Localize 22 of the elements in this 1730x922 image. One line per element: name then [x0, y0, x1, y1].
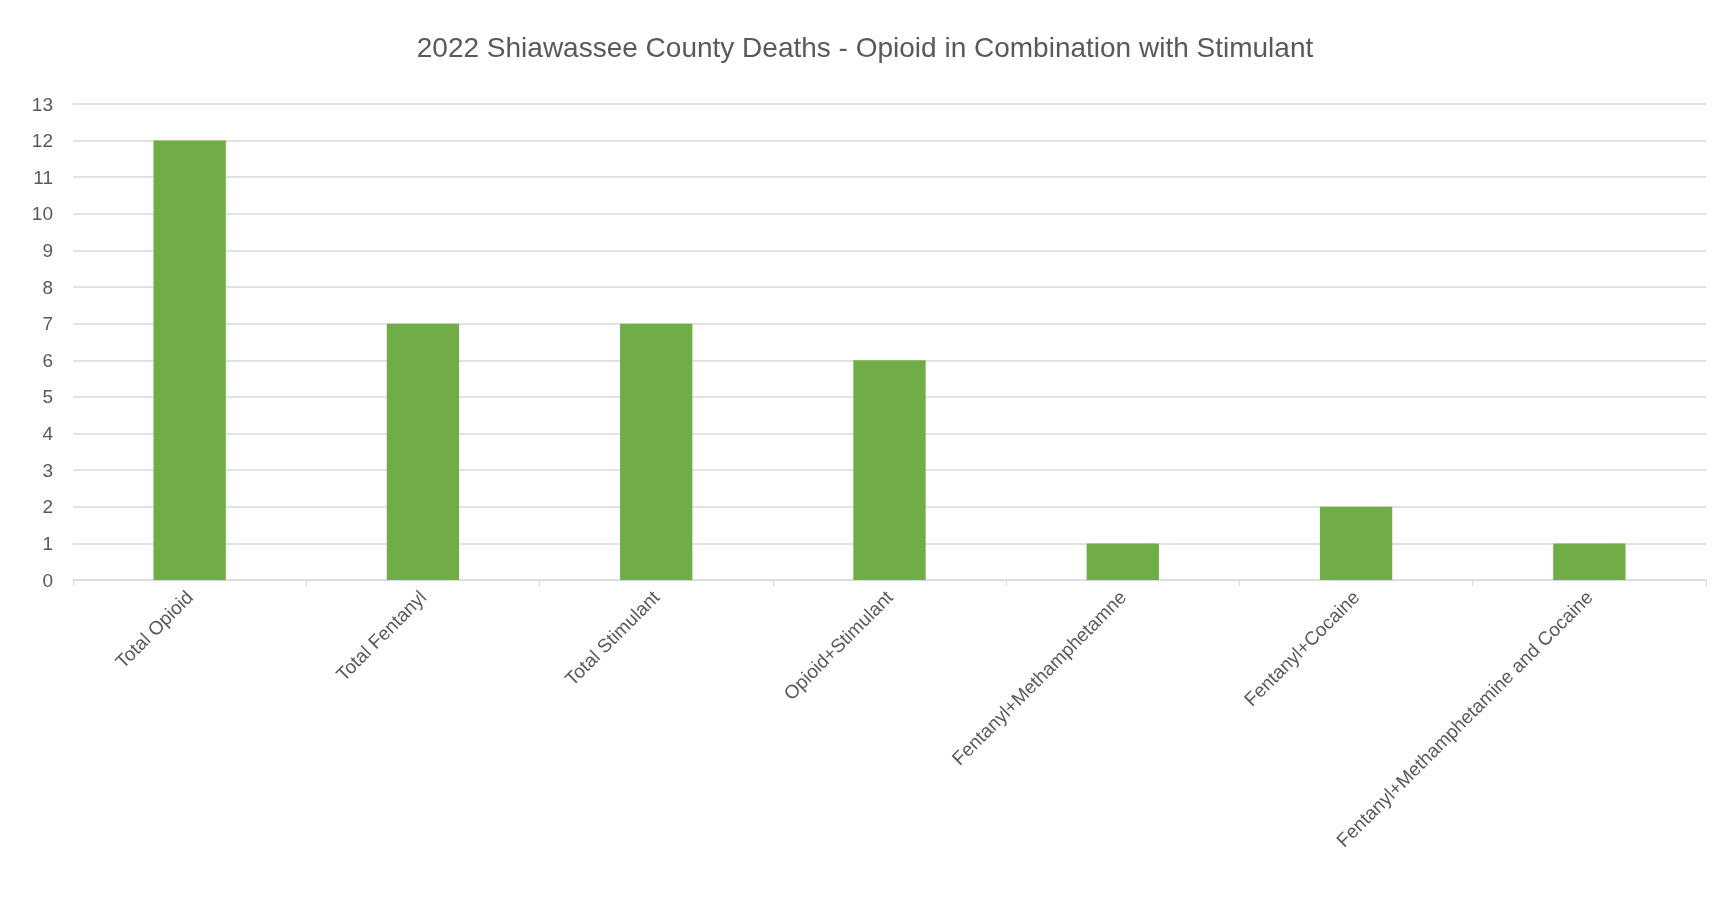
y-tick-label: 10 [31, 203, 53, 225]
bar [853, 360, 926, 580]
bar [386, 323, 460, 580]
y-tick-label: 12 [31, 130, 53, 152]
y-tick-label: 8 [42, 276, 53, 298]
bar [1086, 543, 1159, 580]
y-tick-label: 2 [42, 496, 53, 518]
bar [153, 140, 226, 580]
y-tick-label: 5 [42, 386, 53, 408]
y-tick-label: 9 [42, 239, 53, 261]
y-tick-label: 0 [42, 569, 53, 591]
bar [1553, 543, 1626, 580]
y-tick-label: 1 [42, 532, 53, 554]
bar [620, 323, 693, 580]
bar [1319, 506, 1393, 580]
y-tick-label: 7 [42, 313, 53, 335]
y-tick-label: 11 [33, 166, 53, 188]
y-tick-label: 4 [42, 423, 54, 445]
y-tick-label: 3 [42, 459, 53, 481]
chart-title: 2022 Shiawassee County Deaths - Opioid in Combination with Stimulant [416, 31, 1314, 63]
y-tick-label: 13 [31, 93, 53, 115]
y-tick-label: 6 [42, 349, 53, 371]
